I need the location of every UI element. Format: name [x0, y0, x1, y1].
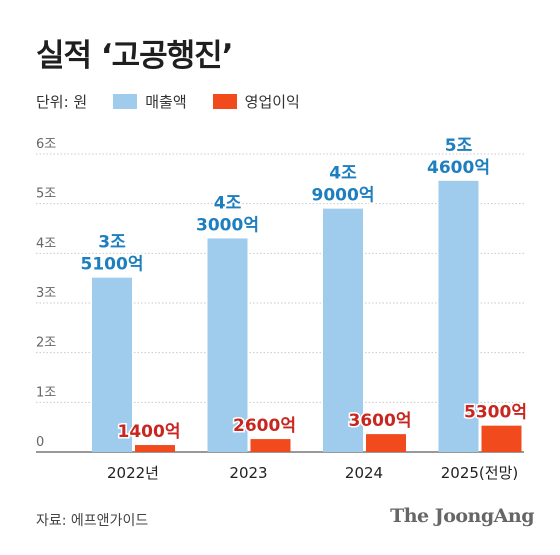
- x-tick-label: 2022년: [107, 464, 159, 482]
- brand-logo: The JoongAng: [390, 505, 534, 527]
- unit-label: 단위: 원: [36, 92, 88, 111]
- revenue-data-label: 3000억: [196, 215, 259, 235]
- source-note: 자료: 에프앤가이드: [36, 513, 149, 529]
- operating-profit-bar: [250, 439, 291, 452]
- revenue-data-label: 5100억: [81, 255, 144, 275]
- operating-profit-bar: [366, 434, 406, 452]
- legend-swatch-operating-profit: [212, 93, 237, 109]
- revenue-bar: [207, 238, 248, 452]
- y-tick-label: 5조: [36, 187, 56, 202]
- revenue-data-label: 4600억: [427, 158, 490, 178]
- operating-profit-bar: [135, 445, 175, 452]
- y-tick-label: 4조: [36, 236, 56, 251]
- revenue-bar: [323, 208, 363, 452]
- revenue-bar: [92, 277, 132, 452]
- y-tick-label: 6조: [36, 137, 56, 152]
- legend-item-operating-profit: 영업이익: [212, 91, 300, 112]
- revenue-data-label: 9000억: [312, 186, 375, 206]
- operating-profit-bar: [481, 425, 522, 452]
- revenue-data-label: 4조: [329, 164, 357, 184]
- x-tick-label: 2023: [229, 464, 267, 482]
- legend-label-operating-profit: 영업이익: [244, 92, 300, 111]
- revenue-data-label: 3조: [98, 233, 126, 253]
- chart-title: 실적 ‘고공행진’: [36, 38, 233, 74]
- operating-profit-data-label: 1400억: [118, 422, 181, 442]
- y-tick-label: 3조: [36, 286, 56, 301]
- legend-swatch-revenue: [113, 93, 138, 109]
- y-tick-label: 1조: [36, 385, 56, 400]
- revenue-data-label: 4조: [214, 193, 242, 213]
- revenue-data-label: 5조: [445, 136, 473, 156]
- operating-profit-data-label: 2600억: [233, 416, 296, 436]
- y-tick-label: 2조: [36, 336, 56, 351]
- revenue-bar: [438, 180, 479, 452]
- legend-label-revenue: 매출액: [145, 92, 187, 111]
- legend: 단위: 원 매출액 영업이익: [36, 90, 326, 112]
- x-tick-label: 2024: [345, 464, 383, 482]
- x-tick-label: 2025(전망): [441, 464, 518, 482]
- y-tick-label: 0: [36, 435, 44, 450]
- operating-profit-data-label: 5300억: [464, 403, 527, 423]
- operating-profit-data-label: 3600억: [349, 411, 412, 431]
- legend-item-revenue: 매출액: [113, 91, 187, 112]
